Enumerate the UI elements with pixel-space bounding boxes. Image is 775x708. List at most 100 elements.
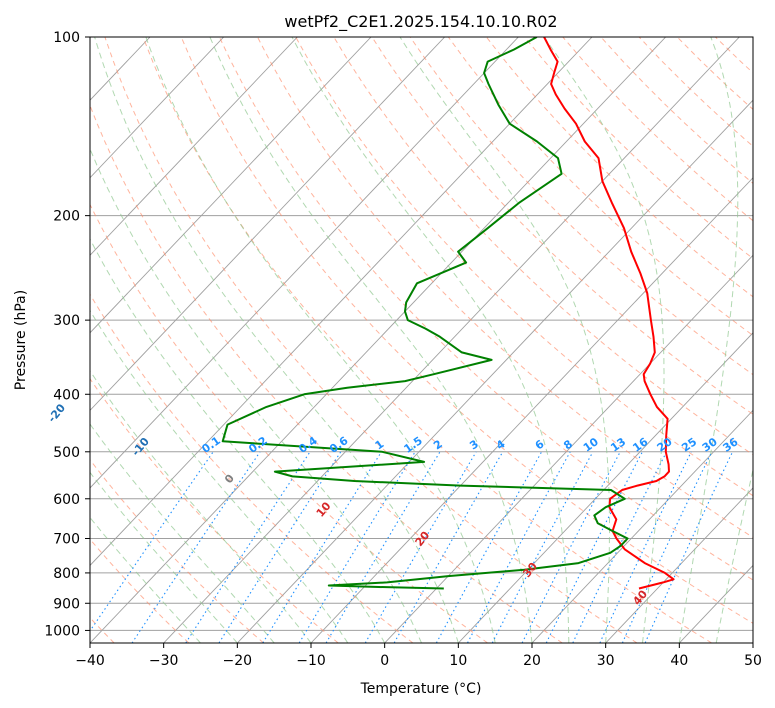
x-tick-label: −20: [223, 653, 253, 669]
temperature-trace: [543, 37, 675, 590]
dry-adiabat: [638, 37, 753, 147]
dry-adiabat: [90, 458, 264, 643]
dry-adiabat: [524, 37, 753, 260]
y-tick-label: 800: [53, 566, 80, 582]
isotherm-line: [90, 37, 298, 256]
mixing-ratio-line: [491, 451, 594, 643]
dry-adiabat: [562, 37, 753, 222]
x-tick-label: 40: [670, 653, 688, 669]
y-tick-label: 900: [53, 596, 80, 612]
moist-adiabat: [145, 37, 496, 643]
isotherm-line: [237, 99, 753, 643]
moist-adiabat: [90, 237, 386, 643]
isotherm-line: [384, 254, 753, 643]
x-tick-label: 50: [744, 653, 762, 669]
dry-adiabat: [218, 37, 753, 581]
dry-adiabat: [486, 37, 753, 298]
dewpoint-trace: [221, 37, 629, 590]
y-tick-label: 500: [53, 445, 80, 461]
moist-adiabat: [543, 37, 665, 643]
mixing-ratio-label: 3: [467, 437, 481, 452]
dry-adiabat: [409, 37, 753, 376]
isotherm-line: [90, 37, 446, 412]
dry-adiabat-label: 30: [520, 560, 540, 580]
mixing-ratio-line: [298, 451, 416, 643]
x-tick-label: −30: [149, 653, 179, 669]
mixing-ratio-line: [262, 451, 382, 643]
moist-adiabat: [90, 516, 201, 643]
x-tick-label: 30: [597, 653, 615, 669]
moist-adiabat: [399, 37, 610, 643]
y-tick-label: 300: [53, 313, 80, 329]
dry-adiabat: [257, 37, 753, 539]
plot-frame: [89, 36, 754, 644]
isotherm-line: [90, 37, 667, 643]
dry-adiabat: [90, 104, 563, 643]
mixing-ratio-label: 0.1: [199, 434, 222, 456]
dry-adiabat-label: 40: [630, 587, 650, 607]
moist-adiabat: [715, 467, 753, 643]
moist-adiabat: [678, 37, 739, 643]
dry-adiabat-label: -20: [45, 401, 68, 425]
line-labels: 0.10.20.40.611.52346810131620253036-100-…: [45, 401, 740, 608]
axes: −40 −30 −20 −10 0 10 20 30 40 5010020030040050060…: [44, 30, 762, 669]
y-tick-label: 100: [53, 30, 80, 46]
dry-adiabat: [142, 37, 712, 643]
dry-adiabat: [333, 37, 753, 456]
x-tick-label: 0: [380, 653, 389, 669]
moist-adiabat: [291, 37, 570, 643]
moist-adiabat: [90, 370, 312, 643]
dry-adiabat: [90, 203, 488, 643]
dry-adiabat-label: 20: [413, 529, 433, 549]
isotherm-line: [0, 37, 3, 643]
isotherm-line: [90, 37, 225, 179]
moist-adiabat: [94, 37, 459, 643]
mixing-ratio-label: 0.6: [327, 434, 351, 456]
mixing-ratio-line: [599, 451, 692, 643]
mixing-ratio-line: [364, 451, 477, 643]
chart-title: wetPf2_C2E1.2025.154.10.10.R02: [284, 12, 557, 32]
isotherm-line: [0, 37, 76, 643]
x-tick-label: 20: [523, 653, 541, 669]
dry-adiabat: [715, 37, 753, 74]
y-tick-label: 600: [53, 492, 80, 508]
isotherm-line: [310, 177, 753, 643]
mixing-ratio-label: 2: [431, 437, 445, 452]
x-tick-label: −40: [75, 653, 105, 669]
y-tick-label: 700: [53, 532, 80, 548]
isotherm-line: [90, 37, 372, 334]
mixing-ratio-line: [644, 451, 734, 643]
x-tick-label: −10: [296, 653, 326, 669]
moist-adiabat: [90, 147, 422, 643]
dry-adiabat: [90, 377, 339, 643]
dry-adiabat: [104, 37, 638, 643]
mixing-ratio-line: [90, 451, 214, 632]
dry-adiabat-label: 0: [222, 472, 237, 486]
mixing-ratio-label: 0.4: [296, 434, 320, 456]
isotherm-line: [90, 37, 519, 489]
mixing-ratio-line: [467, 451, 571, 643]
moist-adiabat: [209, 37, 533, 643]
y-tick-label: 200: [53, 209, 80, 225]
y-tick-label: 400: [53, 387, 80, 403]
isotherm-line: [531, 409, 753, 643]
mixing-ratio-line: [572, 451, 668, 643]
isotherm-line: [90, 37, 593, 567]
mixing-ratio-line: [521, 451, 621, 643]
mixing-ratio-line: [131, 451, 261, 643]
dry-adiabat-label: -10: [129, 435, 152, 459]
mixing-ratio-line: [218, 451, 342, 643]
moist-adiabat: [90, 309, 349, 643]
mixing-ratio-line: [325, 451, 441, 643]
isotherm-line: [163, 37, 740, 643]
x-axis-label: Temperature (°C): [360, 681, 482, 697]
plot-content: [0, 37, 753, 643]
y-axis-label: Pressure (hPa): [13, 290, 29, 390]
isotherm-line: [605, 487, 753, 643]
mixing-ratio-label: 1.5: [401, 434, 424, 456]
mixing-ratio-line: [545, 451, 643, 643]
isotherm-line: [752, 642, 753, 643]
moist-adiabat: [90, 423, 275, 643]
x-tick-label: 10: [449, 653, 467, 669]
mixing-ratio-label: 4: [494, 437, 508, 452]
